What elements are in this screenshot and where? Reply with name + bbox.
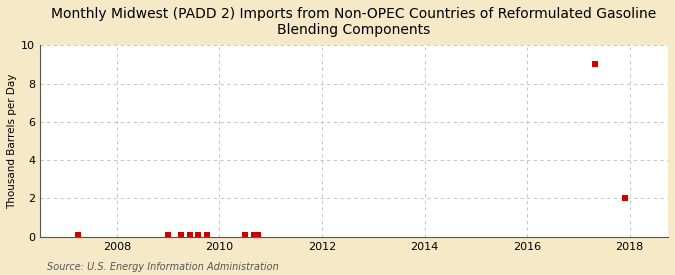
Y-axis label: Thousand Barrels per Day: Thousand Barrels per Day	[7, 73, 17, 209]
Title: Monthly Midwest (PADD 2) Imports from Non-OPEC Countries of Reformulated Gasolin: Monthly Midwest (PADD 2) Imports from No…	[51, 7, 657, 37]
Text: Source: U.S. Energy Information Administration: Source: U.S. Energy Information Administ…	[47, 262, 279, 272]
